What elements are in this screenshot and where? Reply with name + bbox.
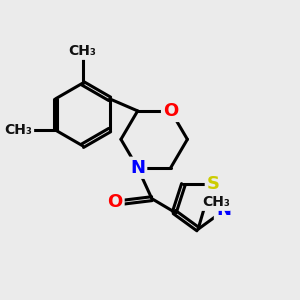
- Text: N: N: [216, 201, 231, 219]
- Text: CH₃: CH₃: [69, 44, 97, 58]
- Text: O: O: [163, 102, 178, 120]
- Text: CH₃: CH₃: [4, 123, 32, 137]
- Text: S: S: [207, 175, 220, 193]
- Text: N: N: [130, 159, 145, 177]
- Text: CH₃: CH₃: [202, 195, 230, 209]
- Text: O: O: [107, 193, 122, 211]
